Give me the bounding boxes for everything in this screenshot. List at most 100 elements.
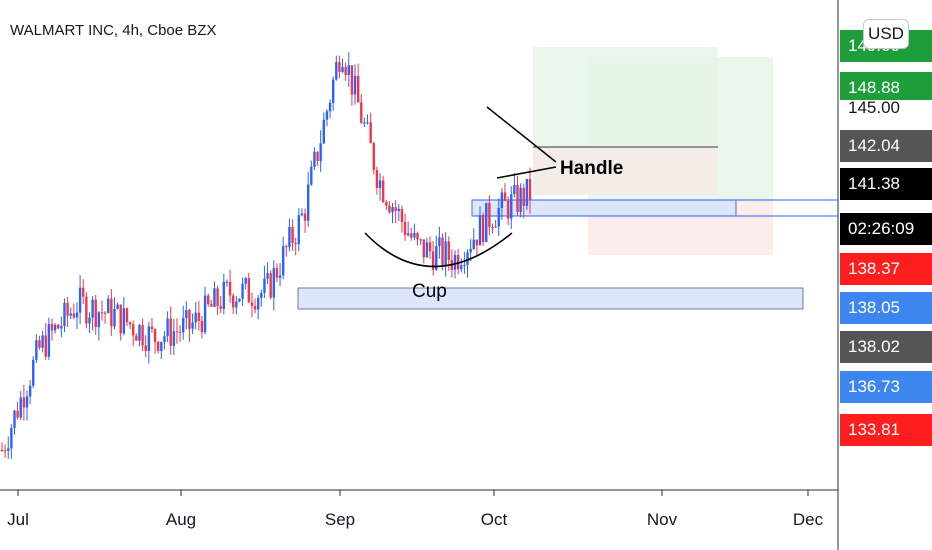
entry-zone <box>533 147 718 195</box>
candle-body <box>50 324 54 331</box>
candle-body <box>19 397 22 418</box>
x-tick-label: Dec <box>792 510 824 529</box>
candle-body <box>303 213 307 221</box>
candle-body <box>25 396 29 408</box>
candle-body <box>469 248 472 253</box>
candle-body <box>194 312 197 323</box>
candle-body <box>275 268 279 278</box>
candle-body <box>363 122 366 124</box>
candle-body <box>3 450 7 452</box>
candle-body <box>278 275 282 278</box>
candle-body <box>419 239 422 241</box>
candle-body <box>444 241 447 265</box>
candle-body <box>391 207 394 213</box>
cup-curve <box>364 232 513 268</box>
candle-body <box>160 342 163 351</box>
candle-body <box>372 143 375 170</box>
price-badge: 136.73 <box>840 371 932 403</box>
candle-body <box>138 325 141 341</box>
candle-body <box>263 278 266 293</box>
candle-body <box>438 237 441 247</box>
candle-body <box>285 246 288 248</box>
candle-body <box>116 304 119 310</box>
candle-body <box>460 265 463 270</box>
price-badge: 141.38 <box>840 168 932 200</box>
candle-body <box>494 226 497 228</box>
candle-body <box>69 313 72 316</box>
candle-body <box>210 304 213 307</box>
candle-body <box>503 192 507 201</box>
candle-body <box>191 322 194 329</box>
candle-body <box>78 287 82 313</box>
candle-body <box>331 79 335 103</box>
candle-body <box>475 239 479 246</box>
candle-body <box>356 75 360 103</box>
candle-body <box>466 252 469 265</box>
candle-body <box>213 288 216 307</box>
candle-body <box>300 213 304 216</box>
handle-upper-line <box>486 106 557 163</box>
candle-body <box>369 122 372 144</box>
currency-button[interactable]: USD <box>863 19 909 49</box>
candle-body <box>360 102 363 123</box>
candle-body <box>200 320 204 333</box>
candle-body <box>350 65 354 95</box>
candle-body <box>381 180 385 202</box>
candle-body <box>406 233 410 236</box>
cup-base-box <box>297 287 804 310</box>
candle-body <box>269 273 272 298</box>
candle-body <box>35 340 38 360</box>
candle-body <box>522 187 525 206</box>
candle-body <box>47 324 51 357</box>
price-badge: 02:26:09 <box>840 213 932 245</box>
candle-body <box>228 281 232 296</box>
candle-body <box>153 329 157 342</box>
candle-body <box>238 298 241 302</box>
candle-body <box>413 233 416 238</box>
price-badge: 138.05 <box>840 292 932 324</box>
candle-body <box>519 187 522 212</box>
candle-body <box>231 295 235 308</box>
candle-body <box>425 242 429 258</box>
chart-title: WALMART INC, 4h, Cboe BZX <box>10 22 217 39</box>
candle-body <box>94 299 97 327</box>
candle-body <box>366 122 369 124</box>
candle-body <box>110 298 113 327</box>
price-badge: 145.00 <box>840 100 932 116</box>
candle-body <box>185 309 188 319</box>
candle-body <box>72 313 76 318</box>
candle-body <box>310 166 313 185</box>
price-badge: 148.88 <box>840 72 932 104</box>
candle-body <box>244 278 247 284</box>
candle-body <box>253 305 257 310</box>
price-badge: 133.81 <box>840 414 932 446</box>
candle-body <box>428 242 432 252</box>
x-tick-label: Sep <box>324 510 356 529</box>
candle-body <box>141 325 144 346</box>
cup-label: Cup <box>412 281 447 302</box>
candle-body <box>163 336 166 343</box>
candle-body <box>53 324 57 331</box>
candle-body <box>291 226 294 243</box>
candle-body <box>128 322 132 325</box>
candle-body <box>216 288 219 307</box>
candle-body <box>378 180 382 188</box>
candle-body <box>32 359 35 386</box>
x-tick-label: Oct <box>480 510 508 529</box>
candle-body <box>175 331 179 333</box>
candle-body <box>328 102 332 112</box>
candle-body <box>97 312 101 327</box>
candle-body <box>441 237 444 265</box>
price-badge: 138.37 <box>840 253 932 285</box>
candle-body <box>516 185 519 212</box>
candle-body <box>188 309 191 329</box>
candle-body <box>341 66 344 72</box>
candle-body <box>272 268 276 298</box>
candle-body <box>316 151 319 162</box>
candle-body <box>100 312 104 314</box>
candle-body <box>344 66 347 75</box>
candle-body <box>306 184 310 221</box>
candle-body <box>506 200 510 219</box>
